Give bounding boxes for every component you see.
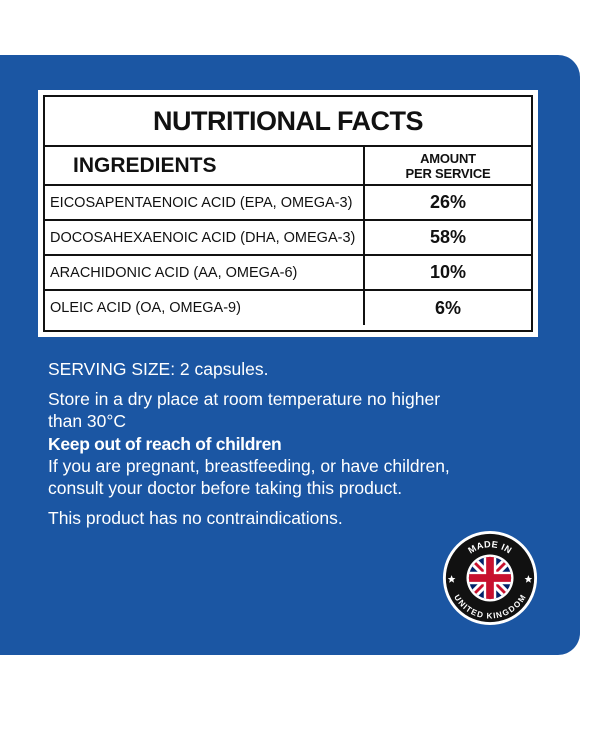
table-row: ARACHIDONIC ACID (AA, OMEGA-6) 10%: [45, 256, 531, 291]
badge-top-text: MADE IN: [466, 539, 513, 556]
ingredients-header: INGREDIENTS: [45, 147, 365, 184]
pregnancy-text: If you are pregnant, breastfeeding, or h…: [48, 456, 450, 498]
serving-size-text: SERVING SIZE: 2 capsules.: [48, 359, 269, 379]
nutrition-facts-table: NUTRITIONAL FACTS INGREDIENTS AMOUNT PER…: [38, 90, 538, 337]
contraindications-text: This product has no contraindications.: [48, 508, 343, 528]
ingredient-name: DOCOSAHEXAENOIC ACID (DHA, OMEGA-3): [45, 221, 365, 254]
storage-text: Store in a dry place at room temperature…: [48, 389, 441, 431]
warning-text: Keep out of reach of children: [48, 434, 282, 454]
ingredient-name: EICOSAPENTAENOIC ACID (EPA, OMEGA-3): [45, 186, 365, 219]
svg-text:MADE IN: MADE IN: [466, 539, 513, 556]
ingredient-amount: 58%: [429, 227, 467, 247]
ingredient-amount: 6%: [434, 297, 461, 318]
facts-header-row: INGREDIENTS AMOUNT PER SERVICE: [45, 147, 531, 186]
made-in-uk-badge: MADE IN UNITED KINGDOM: [442, 530, 538, 626]
product-info: SERVING SIZE: 2 capsules. Store in a dry…: [48, 358, 468, 529]
table-row: EICOSAPENTAENOIC ACID (EPA, OMEGA-3) 26%: [45, 186, 531, 221]
ingredient-amount: 10%: [429, 262, 467, 282]
amount-header-line2: PER SERVICE: [405, 165, 491, 181]
ingredient-name: OLEIC ACID (OA, OMEGA-9): [45, 291, 365, 325]
amount-header-line1: AMOUNT: [420, 150, 476, 166]
ingredient-amount: 26%: [429, 192, 467, 212]
ingredient-name: ARACHIDONIC ACID (AA, OMEGA-6): [45, 256, 365, 289]
star-icon: [447, 575, 533, 583]
facts-title: NUTRITIONAL FACTS: [45, 97, 531, 147]
table-row: OLEIC ACID (OA, OMEGA-9) 6%: [45, 291, 531, 325]
table-row: DOCOSAHEXAENOIC ACID (DHA, OMEGA-3) 58%: [45, 221, 531, 256]
amount-header: AMOUNT PER SERVICE: [365, 147, 531, 184]
